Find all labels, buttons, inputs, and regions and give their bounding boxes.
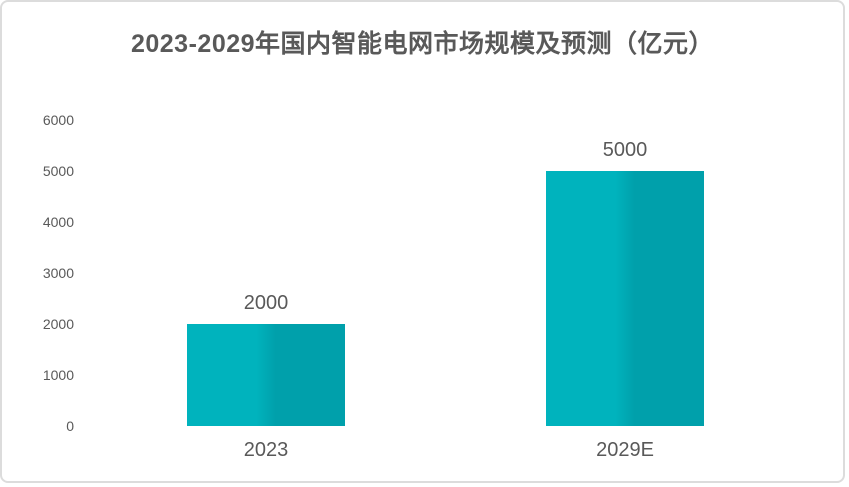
y-tick-label: 4000 bbox=[42, 214, 74, 230]
y-tick-label: 0 bbox=[66, 418, 74, 434]
y-tick-label: 6000 bbox=[42, 112, 74, 128]
y-tick-label: 2000 bbox=[42, 316, 74, 332]
bar-value-label: 2000 bbox=[243, 292, 289, 314]
x-category-label: 2023 bbox=[243, 439, 289, 461]
plot-area: 0 1000 2000 3000 4000 5000 6000 2000 2023 5000 20… bbox=[2, 2, 843, 481]
x-category-label: 2029E bbox=[596, 439, 654, 461]
chart-title: 2023-2029年国内智能电网市场规模及预测（亿元） bbox=[130, 30, 715, 58]
bar-column: 2000 2023 bbox=[187, 2, 345, 481]
y-tick-label: 1000 bbox=[42, 367, 74, 383]
bar bbox=[546, 171, 704, 426]
bar bbox=[187, 324, 345, 426]
y-tick-label: 3000 bbox=[42, 265, 74, 281]
bar-value-label: 5000 bbox=[602, 139, 648, 161]
y-tick-label: 5000 bbox=[42, 163, 74, 179]
bar-column: 5000 2029E bbox=[546, 2, 704, 481]
